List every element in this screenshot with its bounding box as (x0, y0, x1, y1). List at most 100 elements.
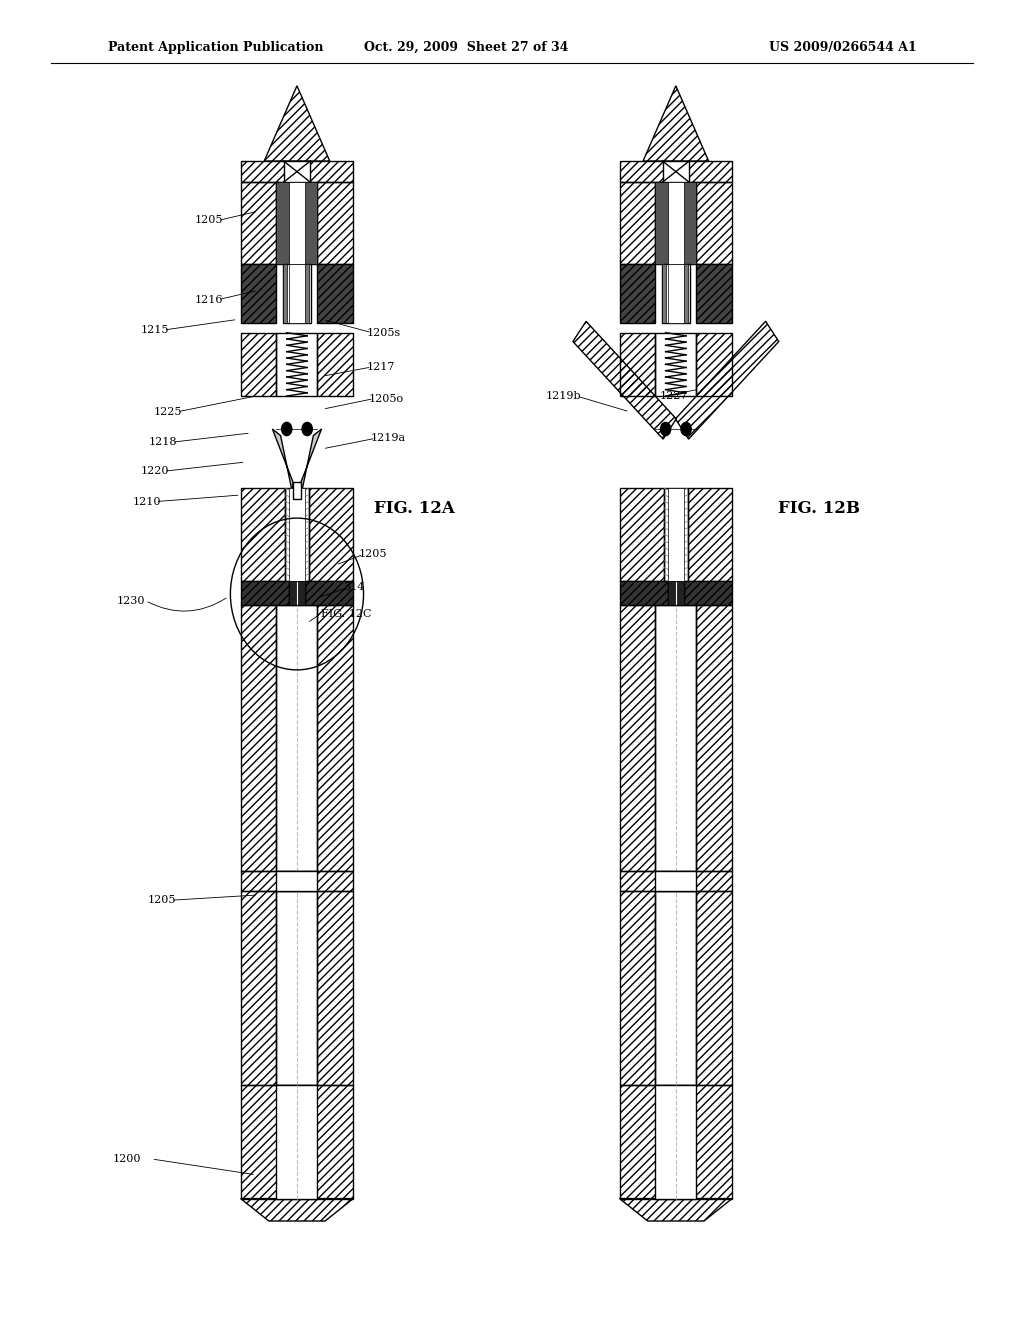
Polygon shape (272, 429, 293, 495)
Text: FIG. 12C: FIG. 12C (321, 609, 371, 619)
Text: Patent Application Publication: Patent Application Publication (108, 41, 323, 54)
Text: 1225: 1225 (154, 407, 182, 417)
Bar (696, 891, 732, 1085)
Text: 1200: 1200 (113, 1154, 141, 1164)
Text: 1217: 1217 (367, 362, 395, 372)
Text: 1205s: 1205s (367, 327, 400, 338)
Bar (241, 1085, 353, 1199)
Bar (305, 182, 317, 264)
Bar (241, 891, 276, 1085)
Text: 1215: 1215 (140, 325, 169, 335)
Bar (668, 488, 684, 581)
Bar (684, 182, 696, 264)
Bar (620, 871, 732, 891)
Bar (289, 581, 305, 605)
Bar (241, 581, 289, 605)
Bar (620, 581, 668, 605)
Bar (655, 182, 668, 264)
Bar (655, 182, 696, 264)
Bar (655, 333, 696, 396)
Text: 314: 314 (343, 582, 365, 593)
Bar (289, 264, 305, 323)
Bar (620, 605, 655, 871)
Bar (655, 891, 696, 1085)
Bar (696, 182, 732, 264)
Bar (620, 891, 655, 1085)
Bar (276, 605, 317, 871)
Text: 1210: 1210 (132, 496, 161, 507)
Circle shape (681, 422, 691, 436)
Bar (305, 581, 353, 605)
Circle shape (302, 422, 312, 436)
Bar (317, 264, 353, 323)
Bar (241, 264, 276, 323)
Text: 1219b: 1219b (546, 391, 582, 401)
Bar (664, 488, 688, 581)
Text: US 2009/0266544 A1: US 2009/0266544 A1 (769, 41, 916, 54)
Bar (241, 333, 276, 396)
Bar (620, 182, 655, 264)
Text: 1205: 1205 (195, 215, 223, 226)
Bar (620, 488, 664, 581)
Bar (289, 182, 305, 264)
Bar (668, 182, 684, 264)
Bar (662, 264, 690, 323)
Bar (309, 488, 353, 581)
Bar (655, 605, 696, 871)
Bar (668, 581, 684, 605)
Bar (684, 264, 688, 323)
Text: 1219a: 1219a (371, 433, 406, 444)
Bar (276, 182, 289, 264)
Bar (684, 581, 732, 605)
Bar (668, 264, 684, 323)
Text: 1205o: 1205o (369, 393, 403, 404)
Bar (662, 264, 666, 323)
Bar (276, 333, 317, 396)
Bar (688, 488, 732, 581)
Bar (696, 605, 732, 871)
Bar (284, 161, 310, 182)
Polygon shape (293, 482, 301, 499)
Text: 1230: 1230 (117, 595, 145, 606)
Text: 1216: 1216 (195, 294, 223, 305)
Bar (276, 891, 317, 1085)
Bar (276, 871, 317, 891)
Bar (241, 605, 276, 871)
Circle shape (660, 422, 671, 436)
Bar (289, 581, 296, 605)
Text: 1205: 1205 (358, 549, 387, 560)
Bar (283, 264, 311, 323)
Text: 1218: 1218 (148, 437, 177, 447)
Text: FIG. 12B: FIG. 12B (778, 500, 860, 516)
Text: FIG. 12A: FIG. 12A (375, 500, 455, 516)
Bar (276, 1085, 317, 1199)
Bar (276, 182, 317, 264)
Bar (317, 891, 353, 1085)
Bar (289, 488, 305, 581)
Bar (620, 1085, 732, 1199)
Bar (298, 581, 305, 605)
Bar (677, 581, 684, 605)
Bar (655, 871, 696, 891)
Text: 1227: 1227 (659, 391, 688, 401)
Bar (285, 488, 309, 581)
Bar (241, 488, 285, 581)
Circle shape (282, 422, 292, 436)
Bar (317, 605, 353, 871)
Bar (655, 1085, 696, 1199)
Polygon shape (301, 429, 322, 495)
Bar (317, 182, 353, 264)
Bar (696, 264, 732, 323)
Bar (241, 182, 276, 264)
Bar (317, 333, 353, 396)
Bar (620, 161, 732, 182)
Text: 1205: 1205 (147, 895, 176, 906)
Bar (305, 264, 309, 323)
Text: Oct. 29, 2009  Sheet 27 of 34: Oct. 29, 2009 Sheet 27 of 34 (364, 41, 568, 54)
Bar (283, 264, 287, 323)
Bar (696, 333, 732, 396)
Bar (668, 581, 675, 605)
Bar (663, 161, 689, 182)
Bar (241, 161, 353, 182)
Bar (620, 333, 655, 396)
